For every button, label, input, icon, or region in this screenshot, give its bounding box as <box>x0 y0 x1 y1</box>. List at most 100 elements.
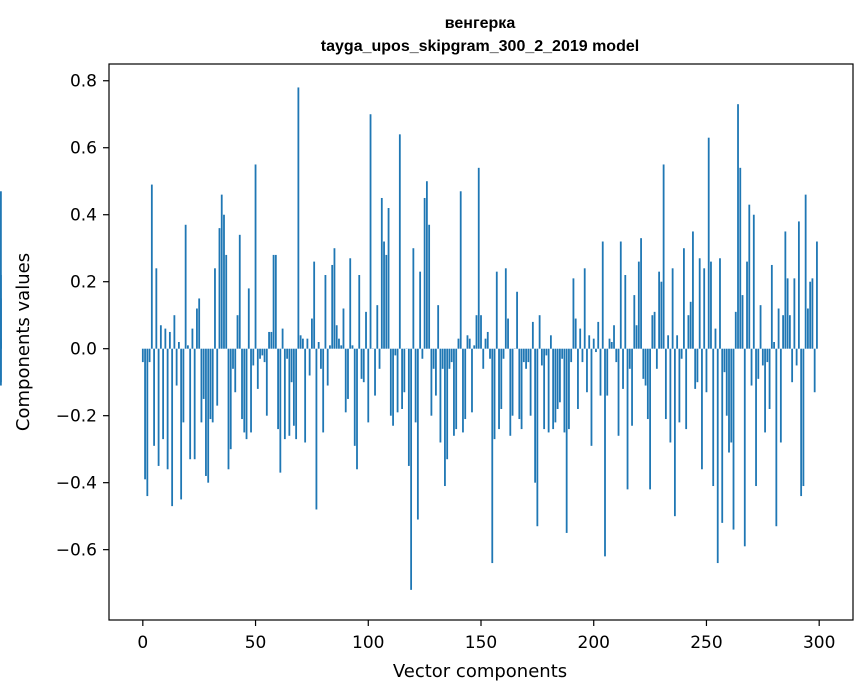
bar <box>159 325 162 349</box>
bar <box>245 348 248 440</box>
bar <box>432 348 435 369</box>
bar <box>651 315 654 349</box>
y-tick-label: 0.6 <box>70 139 97 159</box>
bar <box>462 348 464 433</box>
bar <box>804 194 807 349</box>
bar <box>211 348 214 423</box>
bar <box>146 348 149 497</box>
bar <box>392 348 394 426</box>
bar <box>162 348 165 440</box>
bar <box>703 268 706 349</box>
bar <box>308 348 311 376</box>
bar <box>274 254 277 349</box>
bar <box>788 315 791 349</box>
bar <box>565 348 568 533</box>
bar <box>489 348 491 359</box>
bar <box>572 278 575 349</box>
bar <box>412 248 415 349</box>
bar <box>380 197 383 349</box>
bar <box>791 348 794 383</box>
bar <box>759 305 762 349</box>
bar <box>495 271 498 349</box>
bar <box>509 348 512 436</box>
bar <box>500 348 503 409</box>
bar <box>177 342 180 349</box>
bar <box>689 301 692 349</box>
bar <box>676 335 679 349</box>
bar <box>315 348 318 510</box>
bar <box>549 335 552 349</box>
bar <box>268 331 270 349</box>
bar <box>214 268 216 349</box>
bar <box>728 348 730 453</box>
bar <box>673 348 676 517</box>
bar <box>301 338 304 349</box>
bar <box>466 335 469 349</box>
bar <box>746 261 748 349</box>
bar <box>144 348 146 480</box>
x-tick-label: 50 <box>245 633 267 653</box>
bar <box>813 348 816 393</box>
bar <box>707 137 710 349</box>
bar <box>538 315 541 349</box>
bar <box>502 348 505 359</box>
bar <box>522 348 525 363</box>
bar <box>534 348 537 483</box>
bar <box>768 348 771 409</box>
bar <box>340 345 343 349</box>
bar <box>344 348 347 413</box>
bar <box>331 264 334 349</box>
bar <box>448 348 451 369</box>
bar <box>473 345 476 349</box>
bar <box>637 261 640 349</box>
bar <box>669 348 672 443</box>
bar <box>468 338 471 349</box>
bar <box>200 348 203 423</box>
bar <box>376 305 379 349</box>
bar <box>270 331 273 349</box>
bar <box>153 348 155 446</box>
bar <box>493 348 496 440</box>
bar <box>265 348 268 416</box>
bar <box>642 348 645 379</box>
bar <box>757 348 760 379</box>
bar <box>335 325 338 349</box>
bar <box>741 295 744 349</box>
bar <box>193 348 196 460</box>
bar <box>229 348 232 450</box>
bar <box>547 348 550 433</box>
bar <box>295 348 298 440</box>
bar <box>374 348 376 396</box>
bar <box>683 248 685 349</box>
bar <box>811 278 814 349</box>
bar <box>410 348 413 590</box>
bar <box>610 342 613 349</box>
bar <box>243 348 246 433</box>
bar <box>155 268 158 349</box>
bar <box>664 348 667 420</box>
bar <box>435 348 437 396</box>
bar <box>561 348 564 359</box>
bar <box>581 348 584 363</box>
bar <box>619 241 622 349</box>
bar <box>574 318 577 349</box>
bar <box>398 134 401 349</box>
bar <box>586 348 588 393</box>
bar <box>457 338 460 349</box>
bar <box>313 261 316 349</box>
bar <box>635 325 638 349</box>
bar <box>394 348 397 356</box>
y-tick-label: 0.2 <box>70 273 97 293</box>
x-tick-label: 300 <box>803 633 835 653</box>
bar <box>615 348 618 363</box>
bar <box>241 348 243 420</box>
bar <box>710 261 712 349</box>
bar <box>714 328 717 349</box>
y-tick-label: −0.2 <box>56 407 97 427</box>
bar <box>800 348 803 497</box>
bar <box>403 348 406 393</box>
bar <box>484 338 487 349</box>
bar <box>225 254 228 349</box>
bar <box>220 194 223 349</box>
bar <box>626 348 629 490</box>
